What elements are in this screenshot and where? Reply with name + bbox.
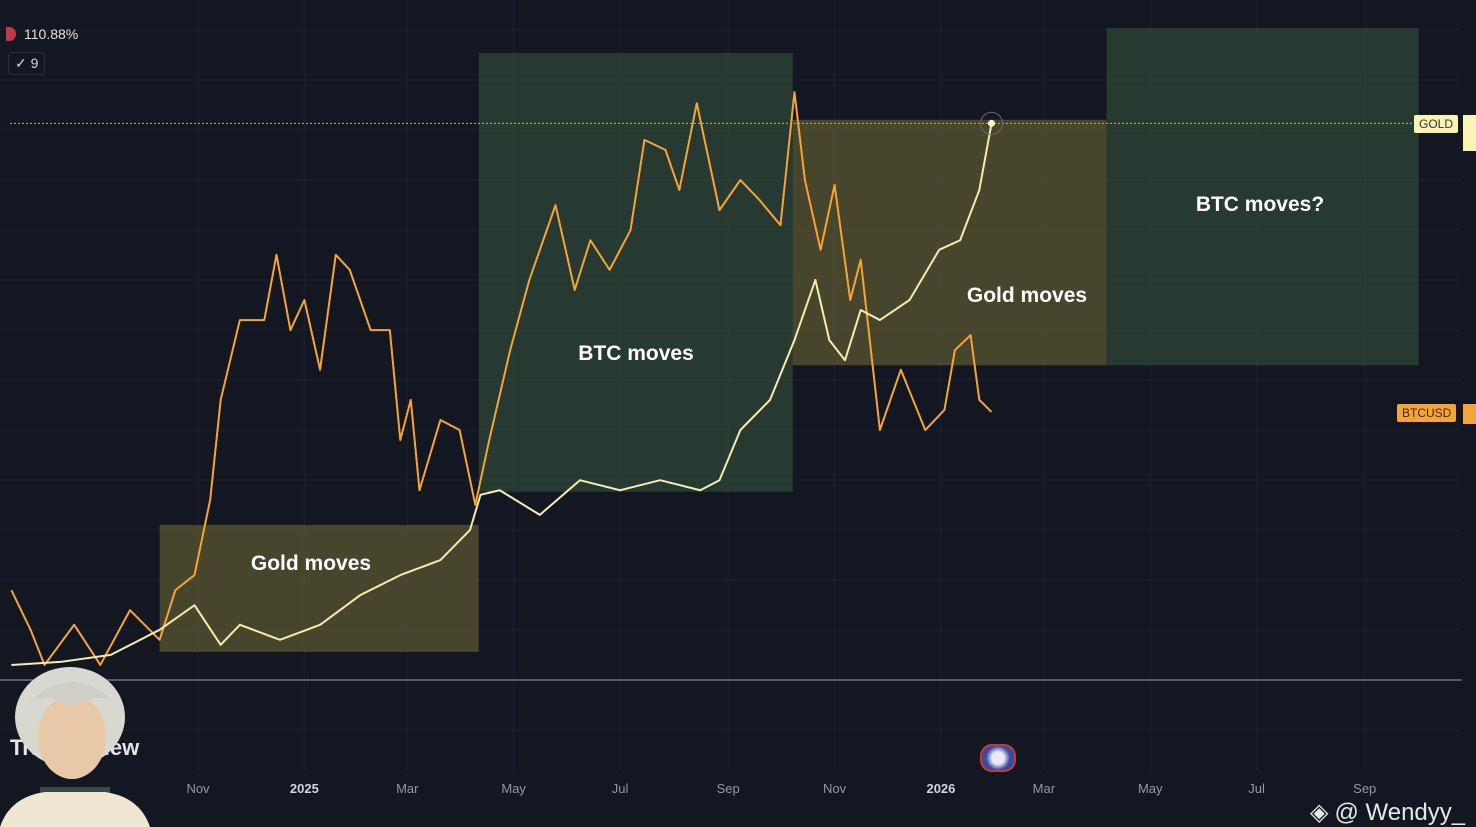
- indicator-count: 9: [30, 55, 39, 71]
- series-line-btcusd: [10, 91, 993, 666]
- gold-axis-label: [1463, 115, 1476, 151]
- us-flag-event-icon[interactable]: [980, 744, 1016, 772]
- btc-axis-label: [1463, 404, 1476, 424]
- gold-last-point-halo: [980, 111, 1004, 135]
- x-tick-label: Sep: [1353, 781, 1376, 796]
- annotation-box-btc: [1106, 27, 1419, 366]
- avatar: [0, 667, 150, 827]
- gold-last-point: [988, 119, 996, 127]
- x-tick-label: Nov: [186, 781, 210, 796]
- x-tick-label: May: [1138, 781, 1163, 796]
- x-tick-label: Jul: [612, 781, 629, 796]
- x-tick-label: May: [501, 781, 526, 796]
- annotation-label: BTC moves: [578, 342, 694, 365]
- x-tick-label: Mar: [396, 781, 419, 796]
- x-tick-label: Sep: [717, 781, 740, 796]
- indicator-count-button[interactable]: ✓ 9: [8, 52, 46, 75]
- annotation-box-gold: [792, 119, 1107, 366]
- watermark: ◈ @ Wendyy_: [1310, 800, 1465, 826]
- annotation-box-gold: [159, 524, 479, 652]
- percent-change: 110.88%: [24, 26, 79, 42]
- series-line-gold: [11, 123, 993, 666]
- watermark-handle: @ Wendyy_: [1334, 799, 1466, 826]
- legend: 110.88%: [6, 26, 79, 42]
- gold-price-tag: GOLD: [1414, 115, 1459, 133]
- x-tick-label: 2026: [926, 781, 955, 796]
- x-tick-label: Nov: [823, 781, 847, 796]
- annotation-label: Gold moves: [251, 552, 371, 575]
- x-tick-label: Jul: [1248, 781, 1265, 796]
- annotation-label: Gold moves: [967, 284, 1087, 307]
- x-tick-label: Mar: [1033, 781, 1056, 796]
- btc-price-tag: BTCUSD: [1397, 404, 1457, 422]
- x-tick-label: 2025: [290, 781, 319, 796]
- annotation-label: BTC moves?: [1196, 193, 1324, 216]
- symbol-dot-icon: [6, 27, 16, 41]
- binance-logo-icon: ◈: [1310, 799, 1329, 826]
